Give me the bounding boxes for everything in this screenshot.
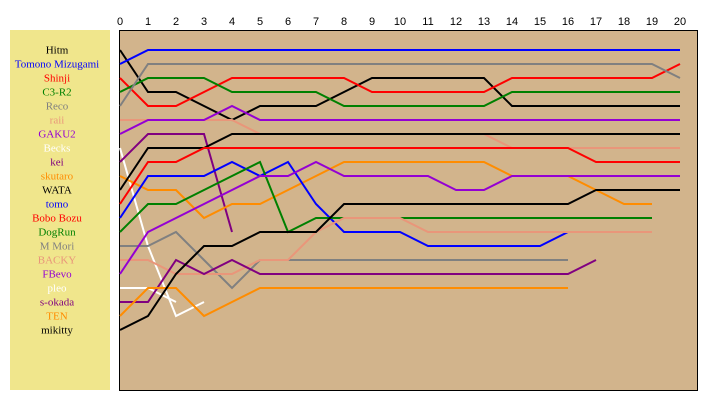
legend-label: mikitty	[41, 325, 73, 337]
legend-label: tomo	[46, 199, 69, 211]
series-line	[119, 133, 680, 191]
x-tick-label: 14	[506, 16, 518, 28]
series-line	[120, 217, 652, 275]
x-tick-label: 2	[173, 16, 179, 28]
legend-label: TEN	[46, 311, 67, 323]
legend-label: s-okada	[40, 297, 74, 309]
legend-label: C3-R2	[42, 87, 71, 99]
x-tick-label: 6	[285, 16, 291, 28]
series-line	[120, 230, 568, 290]
series-line	[119, 160, 652, 247]
series-line	[119, 104, 680, 135]
x-tick-label: 7	[313, 16, 319, 28]
x-tick-label: 18	[618, 16, 630, 28]
legend-label: Tomono Mizugami	[15, 59, 99, 71]
series-line	[120, 258, 597, 303]
x-tick-label: 20	[674, 16, 686, 28]
x-tick-label: 0	[117, 16, 123, 28]
x-tick-label: 5	[257, 16, 263, 28]
series-line	[119, 49, 680, 122]
series-line	[119, 49, 680, 65]
legend-label: skutaro	[41, 171, 74, 183]
legend-label: Hitm	[46, 45, 69, 57]
legend-label: BACKY	[38, 255, 77, 267]
legend-panel	[10, 30, 110, 390]
legend-label: DogRun	[38, 227, 76, 239]
x-tick-label: 15	[534, 16, 546, 28]
legend-label: M Mori	[40, 241, 75, 253]
x-tick-label: 11	[422, 16, 433, 28]
plot-area	[119, 30, 698, 391]
legend-label: kei	[50, 157, 63, 169]
x-tick-label: 16	[562, 16, 574, 28]
legend-label: GAKU2	[38, 129, 75, 141]
legend-label: Reco	[46, 101, 69, 113]
x-tick-label: 4	[229, 16, 235, 28]
x-tick-label: 3	[201, 16, 207, 28]
x-tick-label: 10	[394, 16, 406, 28]
x-tick-label: 13	[478, 16, 490, 28]
series-line	[119, 147, 680, 205]
legend-label: raii	[50, 115, 65, 127]
x-tick-label: 8	[341, 16, 347, 28]
x-tick-label: 19	[646, 16, 658, 28]
x-tick-label: 12	[450, 16, 462, 28]
series-line	[119, 133, 233, 233]
series-line	[119, 287, 568, 318]
legend-label: WATA	[42, 185, 72, 197]
series-line	[119, 160, 680, 275]
legend-label: FBevo	[42, 269, 72, 281]
legend-label: Shinji	[44, 73, 70, 85]
x-tick-label: 9	[369, 16, 375, 28]
x-tick-label: 17	[590, 16, 602, 28]
series-line	[119, 63, 681, 107]
series-line	[119, 77, 680, 107]
legend-label: Bobo Bozu	[32, 213, 82, 225]
legend-label: Becks	[44, 143, 71, 155]
legend-label: pleo	[48, 283, 67, 295]
series-line	[119, 63, 681, 107]
series-line	[119, 189, 680, 331]
x-tick-label: 1	[145, 16, 151, 28]
